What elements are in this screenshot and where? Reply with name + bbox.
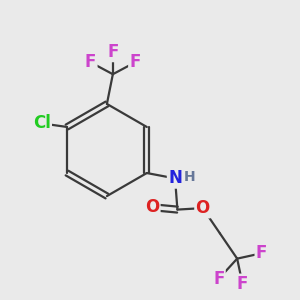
Text: F: F	[256, 244, 267, 262]
Text: F: F	[85, 53, 96, 71]
Text: O: O	[196, 199, 210, 217]
Text: O: O	[145, 198, 159, 216]
Text: N: N	[168, 169, 182, 188]
Text: Cl: Cl	[33, 114, 51, 132]
Text: F: F	[130, 53, 141, 71]
Text: F: F	[237, 275, 248, 293]
Text: F: F	[213, 270, 224, 288]
Text: F: F	[107, 43, 118, 61]
Text: H: H	[184, 170, 195, 184]
